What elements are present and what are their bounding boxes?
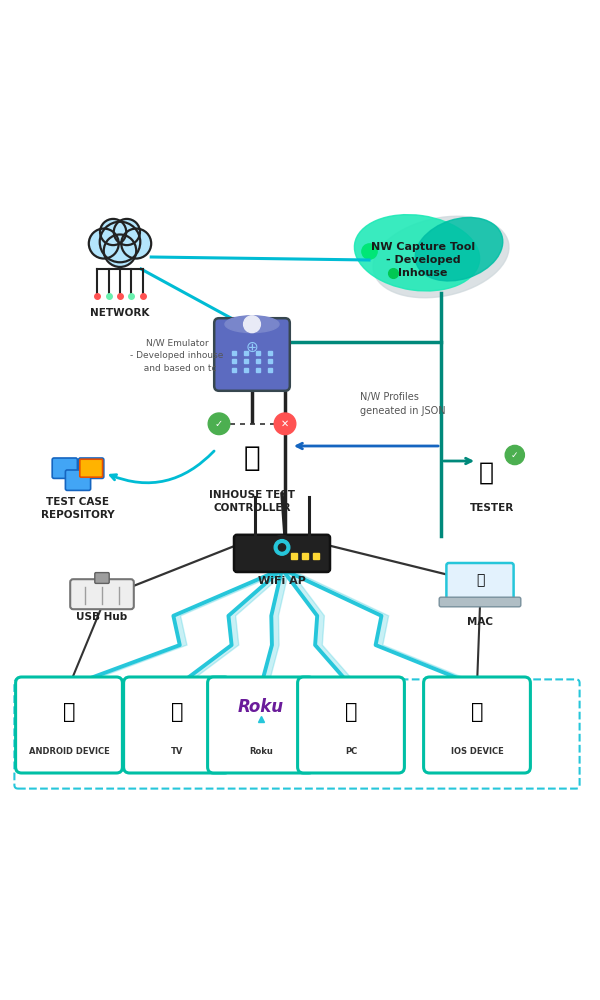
Ellipse shape [225,316,279,333]
Ellipse shape [355,215,479,291]
Polygon shape [261,569,289,686]
Text: IOS DEVICE: IOS DEVICE [451,748,503,756]
Text: 📱: 📱 [471,702,483,722]
FancyBboxPatch shape [214,318,290,391]
Text: Roku: Roku [238,698,284,716]
Text: ANDROID DEVICE: ANDROID DEVICE [29,748,109,756]
Text: ⊕: ⊕ [245,340,259,355]
Polygon shape [282,569,484,686]
FancyBboxPatch shape [79,458,104,478]
Text: NW Capture Tool
- Developed
Inhouse: NW Capture Tool - Developed Inhouse [371,242,475,278]
FancyBboxPatch shape [65,470,91,490]
FancyBboxPatch shape [52,458,77,478]
Circle shape [278,544,286,551]
Circle shape [100,222,140,262]
Circle shape [505,445,524,465]
FancyBboxPatch shape [424,677,530,773]
Circle shape [100,219,126,245]
Circle shape [274,540,290,555]
Circle shape [114,219,140,245]
Text: N/W Profiles
geneated in JSON: N/W Profiles geneated in JSON [360,392,446,416]
Circle shape [274,413,296,435]
Ellipse shape [373,216,509,298]
FancyBboxPatch shape [446,563,514,603]
Circle shape [208,413,230,435]
Text: WiFi AP: WiFi AP [258,576,306,586]
Text: 🕹: 🕹 [244,444,260,472]
Text: TESTER: TESTER [470,503,514,513]
FancyBboxPatch shape [70,579,134,609]
Text: 🖥: 🖥 [345,702,357,722]
Polygon shape [177,569,289,686]
FancyBboxPatch shape [95,573,109,583]
Polygon shape [282,569,358,686]
Text: N/W Emulator
- Developed inhouse
  and based on tc: N/W Emulator - Developed inhouse and bas… [130,339,224,373]
Text: INHOUSE TEST
CONTROLLER: INHOUSE TEST CONTROLLER [209,490,295,513]
FancyBboxPatch shape [124,677,230,773]
Text: ✓: ✓ [215,419,223,429]
Text: ✓: ✓ [511,450,518,460]
FancyBboxPatch shape [234,535,330,572]
Polygon shape [69,569,289,686]
Text: TEST CASE
REPOSITORY: TEST CASE REPOSITORY [41,497,115,520]
Text: 📱: 📱 [63,702,75,722]
FancyBboxPatch shape [80,459,103,477]
Ellipse shape [415,217,503,281]
Text: 📺: 📺 [171,702,183,722]
Circle shape [89,229,119,259]
Circle shape [121,229,151,259]
Text: PC: PC [345,748,357,756]
Text: USB Hub: USB Hub [76,612,128,622]
FancyBboxPatch shape [298,677,404,773]
FancyBboxPatch shape [439,597,521,607]
Text: Roku: Roku [249,748,273,756]
Text: 🧑: 🧑 [479,461,493,485]
Text: NETWORK: NETWORK [91,308,149,318]
Text: TV: TV [171,748,183,756]
Circle shape [244,316,260,333]
Circle shape [270,535,294,559]
Text: 🍎: 🍎 [476,573,484,587]
Text: ✕: ✕ [281,419,289,429]
Text: MAC: MAC [467,617,493,627]
Circle shape [104,235,136,267]
FancyBboxPatch shape [16,677,122,773]
FancyBboxPatch shape [208,677,314,773]
